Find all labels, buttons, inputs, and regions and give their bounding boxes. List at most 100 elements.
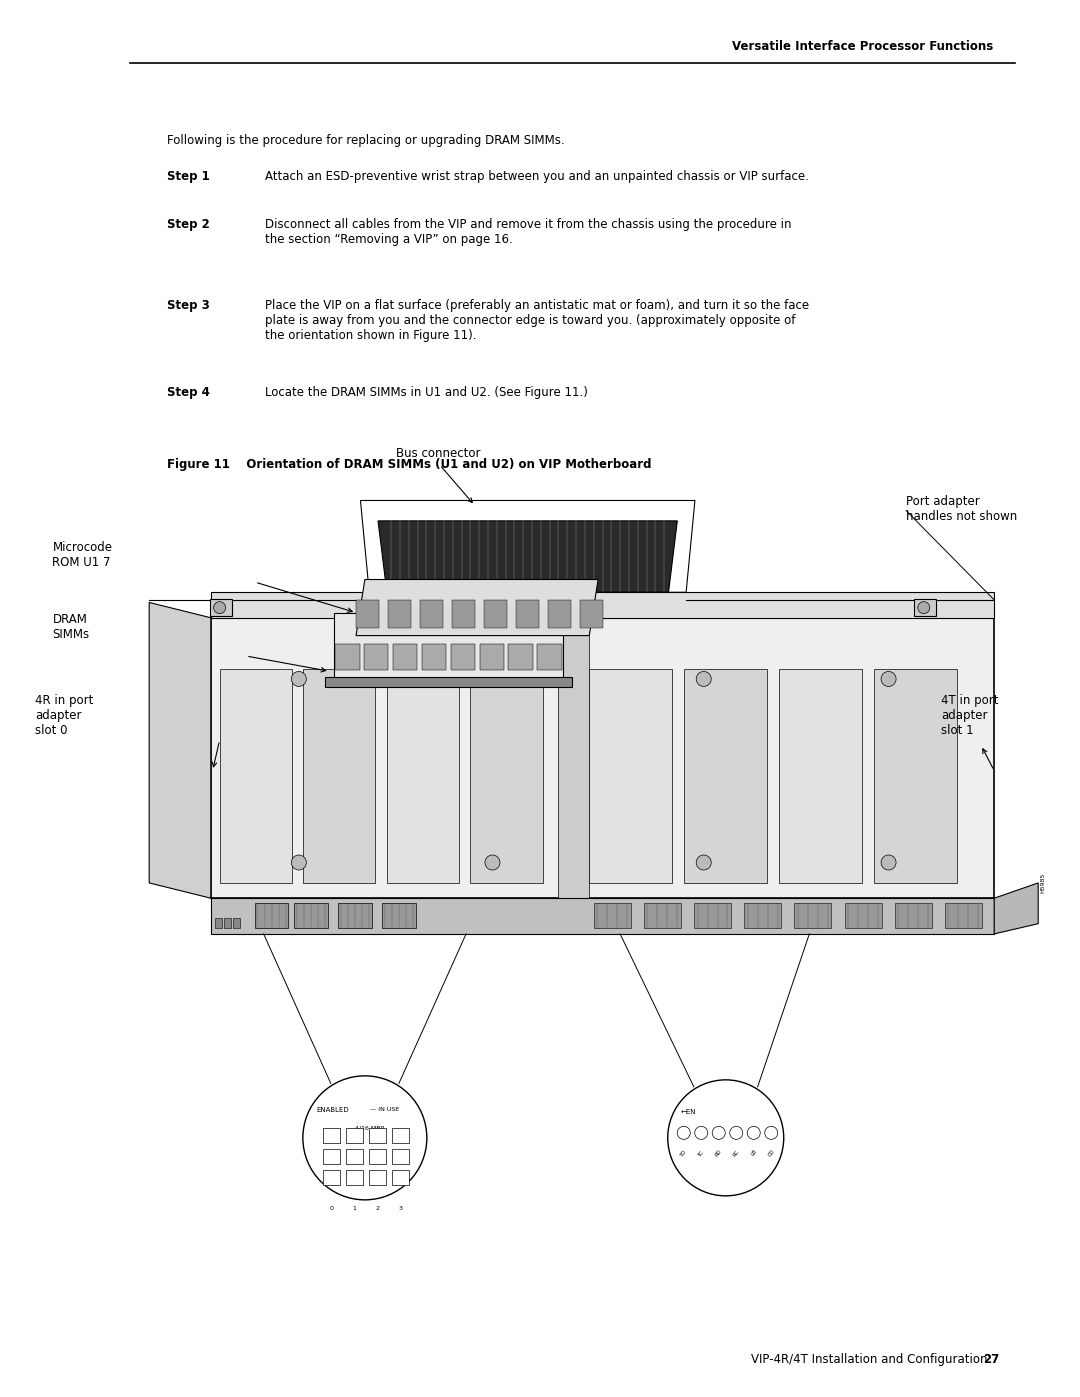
Text: 0: 0 [329, 1206, 334, 1211]
Polygon shape [421, 644, 446, 669]
Bar [369, 1127, 386, 1143]
Polygon shape [875, 669, 957, 883]
Bar [392, 1148, 409, 1164]
Bar [323, 1148, 340, 1164]
Bar [369, 1169, 386, 1185]
Polygon shape [509, 644, 534, 669]
Text: Bus connector: Bus connector [395, 447, 481, 460]
Text: Disconnect all cables from the VIP and remove it from the chassis using the proc: Disconnect all cables from the VIP and r… [265, 218, 791, 246]
Bar [346, 1169, 363, 1185]
Text: TC: TC [698, 1148, 705, 1157]
Polygon shape [356, 599, 379, 629]
Bar [323, 1127, 340, 1143]
Circle shape [677, 1126, 690, 1140]
Text: Attach an ESD-preventive wrist strap between you and an unpainted chassis or VIP: Attach an ESD-preventive wrist strap bet… [265, 170, 809, 183]
Bar [382, 904, 416, 928]
Bar [255, 904, 288, 928]
Bar [945, 904, 982, 928]
Bar [795, 904, 832, 928]
Text: Step 1: Step 1 [167, 170, 211, 183]
Bar [323, 1169, 340, 1185]
Text: — IN USE: — IN USE [369, 1108, 399, 1112]
Text: Figure 11    Orientation of DRAM SIMMs (U1 and U2) on VIP Motherboard: Figure 11 Orientation of DRAM SIMMs (U1 … [167, 458, 652, 471]
Circle shape [694, 1126, 707, 1140]
Text: 27: 27 [983, 1354, 999, 1366]
Polygon shape [450, 644, 475, 669]
Text: 4/16 MBP: 4/16 MBP [355, 1126, 384, 1130]
Circle shape [712, 1126, 726, 1140]
Polygon shape [211, 592, 995, 617]
Polygon shape [548, 599, 570, 629]
Polygon shape [538, 644, 562, 669]
Bar [644, 904, 680, 928]
Polygon shape [211, 898, 995, 935]
Polygon shape [219, 669, 292, 883]
Polygon shape [364, 644, 389, 669]
Circle shape [881, 672, 896, 686]
Circle shape [697, 672, 712, 686]
Circle shape [302, 1076, 427, 1200]
Bar [894, 904, 932, 928]
Polygon shape [378, 521, 677, 592]
Bar [215, 918, 222, 928]
Text: TD: TD [679, 1148, 688, 1158]
Text: Port adapter
handles not shown: Port adapter handles not shown [906, 496, 1017, 524]
Circle shape [485, 855, 500, 870]
Polygon shape [590, 669, 672, 883]
Text: VIP-4R/4T Installation and Configuration: VIP-4R/4T Installation and Configuration [751, 1354, 987, 1366]
Text: DRAM
SIMMs: DRAM SIMMs [53, 613, 90, 641]
Polygon shape [393, 644, 417, 669]
Polygon shape [325, 678, 571, 686]
Text: LB: LB [750, 1148, 758, 1157]
Text: CD: CD [767, 1148, 775, 1158]
Text: 4T in port
adapter
slot 1: 4T in port adapter slot 1 [942, 694, 999, 738]
Text: ENABLED: ENABLED [316, 1106, 350, 1113]
Text: 4R in port
adapter
slot 0: 4R in port adapter slot 0 [35, 694, 93, 738]
Text: Place the VIP on a flat surface (preferably an antistatic mat or foam), and turn: Place the VIP on a flat surface (prefera… [265, 299, 809, 342]
Text: 1: 1 [352, 1206, 356, 1211]
Polygon shape [516, 599, 539, 629]
Polygon shape [580, 599, 603, 629]
Circle shape [697, 855, 712, 870]
Polygon shape [303, 669, 376, 883]
Text: H5985: H5985 [1040, 873, 1045, 893]
Circle shape [667, 1080, 784, 1196]
Text: Step 3: Step 3 [167, 299, 211, 312]
Polygon shape [780, 669, 862, 883]
Polygon shape [211, 617, 995, 898]
Bar [392, 1127, 409, 1143]
Bar [210, 599, 231, 616]
Circle shape [881, 855, 896, 870]
Polygon shape [356, 580, 598, 636]
Polygon shape [484, 599, 507, 629]
Bar [224, 918, 231, 928]
Bar [845, 904, 881, 928]
Bar [392, 1169, 409, 1185]
Bar [346, 1127, 363, 1143]
Polygon shape [388, 599, 410, 629]
Text: 3: 3 [399, 1206, 403, 1211]
Circle shape [292, 672, 307, 686]
Bar [744, 904, 781, 928]
Circle shape [918, 602, 930, 613]
Text: ←EN: ←EN [680, 1109, 697, 1115]
Polygon shape [387, 669, 459, 883]
Text: Step 4: Step 4 [167, 386, 211, 398]
Text: Step 2: Step 2 [167, 218, 211, 231]
Polygon shape [451, 599, 475, 629]
Text: Versatile Interface Processor Functions: Versatile Interface Processor Functions [732, 41, 994, 53]
Bar [369, 1148, 386, 1164]
Bar [338, 904, 372, 928]
Polygon shape [335, 644, 360, 669]
Polygon shape [995, 883, 1038, 935]
Circle shape [765, 1126, 778, 1140]
Text: Following is the procedure for replacing or upgrading DRAM SIMMs.: Following is the procedure for replacing… [167, 134, 565, 147]
Circle shape [292, 855, 307, 870]
Circle shape [747, 1126, 760, 1140]
Bar [694, 904, 731, 928]
Circle shape [730, 1126, 743, 1140]
Polygon shape [420, 599, 443, 629]
Polygon shape [471, 669, 542, 883]
Text: RC: RC [732, 1148, 740, 1158]
Text: 2: 2 [376, 1206, 379, 1211]
